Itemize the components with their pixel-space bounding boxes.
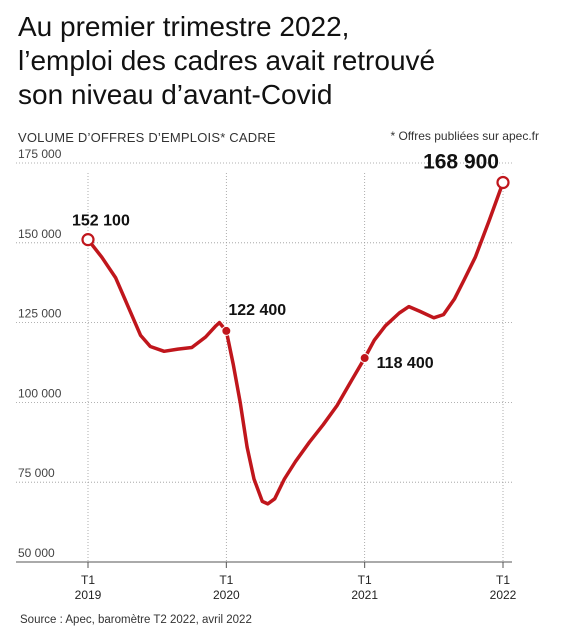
data-point bbox=[496, 175, 510, 190]
footnote: * Offres publiées sur apec.fr bbox=[390, 129, 539, 143]
x-tick-year: 2021 bbox=[351, 588, 378, 602]
y-tick-label: 125 000 bbox=[18, 307, 62, 321]
x-tick-label: T1 bbox=[81, 573, 95, 587]
chart-title: Au premier trimestre 2022, l’emploi des … bbox=[18, 10, 558, 112]
y-axis-ticks: 50 000 75 000 100 000 125 000 150 000 175 000 bbox=[18, 147, 62, 560]
x-tick-year: 2022 bbox=[490, 588, 517, 602]
source-note: Source : Apec, baromètre T2 2022, avril … bbox=[20, 614, 252, 626]
y-tick-label: 75 000 bbox=[18, 466, 55, 480]
series-group bbox=[86, 180, 505, 506]
data-point bbox=[81, 233, 95, 247]
vertical-guides bbox=[87, 173, 504, 562]
title-line-2: l’emploi des cadres avait retrouvé bbox=[18, 45, 436, 76]
x-tick-label: T1 bbox=[496, 573, 510, 587]
x-tick-year: 2019 bbox=[75, 588, 102, 602]
y-tick-label: 150 000 bbox=[18, 227, 62, 241]
data-label: 122 400 bbox=[228, 302, 286, 319]
data-labels: 152 100 122 400 118 400 168 900 bbox=[72, 150, 499, 372]
x-tick-year: 2020 bbox=[213, 588, 240, 602]
data-point bbox=[359, 353, 370, 364]
y-tick-label: 175 000 bbox=[18, 147, 62, 161]
title-line-1: Au premier trimestre 2022, bbox=[18, 11, 350, 42]
y-tick-label: 100 000 bbox=[18, 386, 62, 400]
data-label: 152 100 bbox=[72, 213, 130, 230]
gridlines bbox=[16, 162, 512, 483]
data-label: 168 900 bbox=[423, 150, 499, 173]
x-tick-label: T1 bbox=[219, 573, 233, 587]
data-label: 118 400 bbox=[377, 355, 434, 372]
y-tick-label: 50 000 bbox=[18, 546, 55, 560]
chart-subtitle: VOLUME D’OFFRES D’EMPLOIS* CADRE bbox=[18, 130, 276, 145]
title-line-3: son niveau d’avant-Covid bbox=[18, 79, 333, 110]
markers-group bbox=[81, 175, 510, 364]
x-tick-label: T1 bbox=[358, 573, 372, 587]
series-line bbox=[86, 180, 505, 506]
data-point bbox=[221, 325, 232, 336]
